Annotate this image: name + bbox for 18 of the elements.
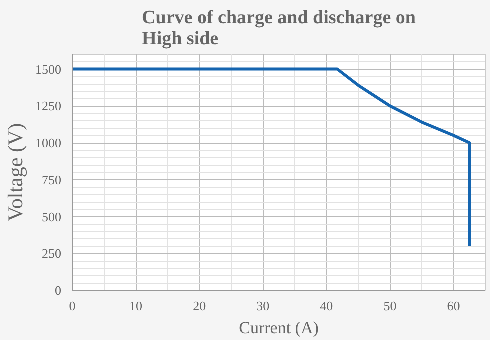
y-tick-label: 1500 bbox=[36, 62, 62, 77]
x-tick-label: 40 bbox=[320, 298, 334, 314]
chart-title: Curve of charge and discharge on High side bbox=[142, 8, 416, 50]
y-tick-label: 750 bbox=[42, 172, 62, 188]
y-tick-label: 0 bbox=[55, 283, 62, 298]
x-tick-label: 10 bbox=[130, 298, 143, 314]
x-tick-label: 30 bbox=[256, 298, 270, 314]
y-tick-label: 500 bbox=[42, 209, 62, 224]
y-tick-label: 250 bbox=[42, 246, 62, 262]
x-tick-label: 50 bbox=[384, 298, 397, 314]
y-tick-label: 1000 bbox=[36, 136, 62, 150]
x-tick-label: 20 bbox=[193, 298, 206, 314]
x-axis-title: Current (A) bbox=[239, 318, 319, 338]
x-tick-label: 0 bbox=[69, 298, 76, 314]
x-tick-label: 60 bbox=[447, 298, 460, 314]
y-axis-title: Voltage (V) bbox=[4, 123, 28, 222]
y-tick-label: 1250 bbox=[36, 98, 62, 114]
line-series bbox=[72, 68, 472, 248]
